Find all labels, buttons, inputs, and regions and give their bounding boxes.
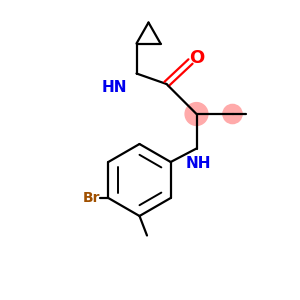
Circle shape (223, 104, 242, 124)
Text: Br: Br (83, 191, 100, 205)
Text: O: O (189, 50, 204, 68)
Text: NH: NH (185, 156, 211, 171)
Text: HN: HN (102, 80, 128, 94)
Circle shape (185, 103, 208, 125)
